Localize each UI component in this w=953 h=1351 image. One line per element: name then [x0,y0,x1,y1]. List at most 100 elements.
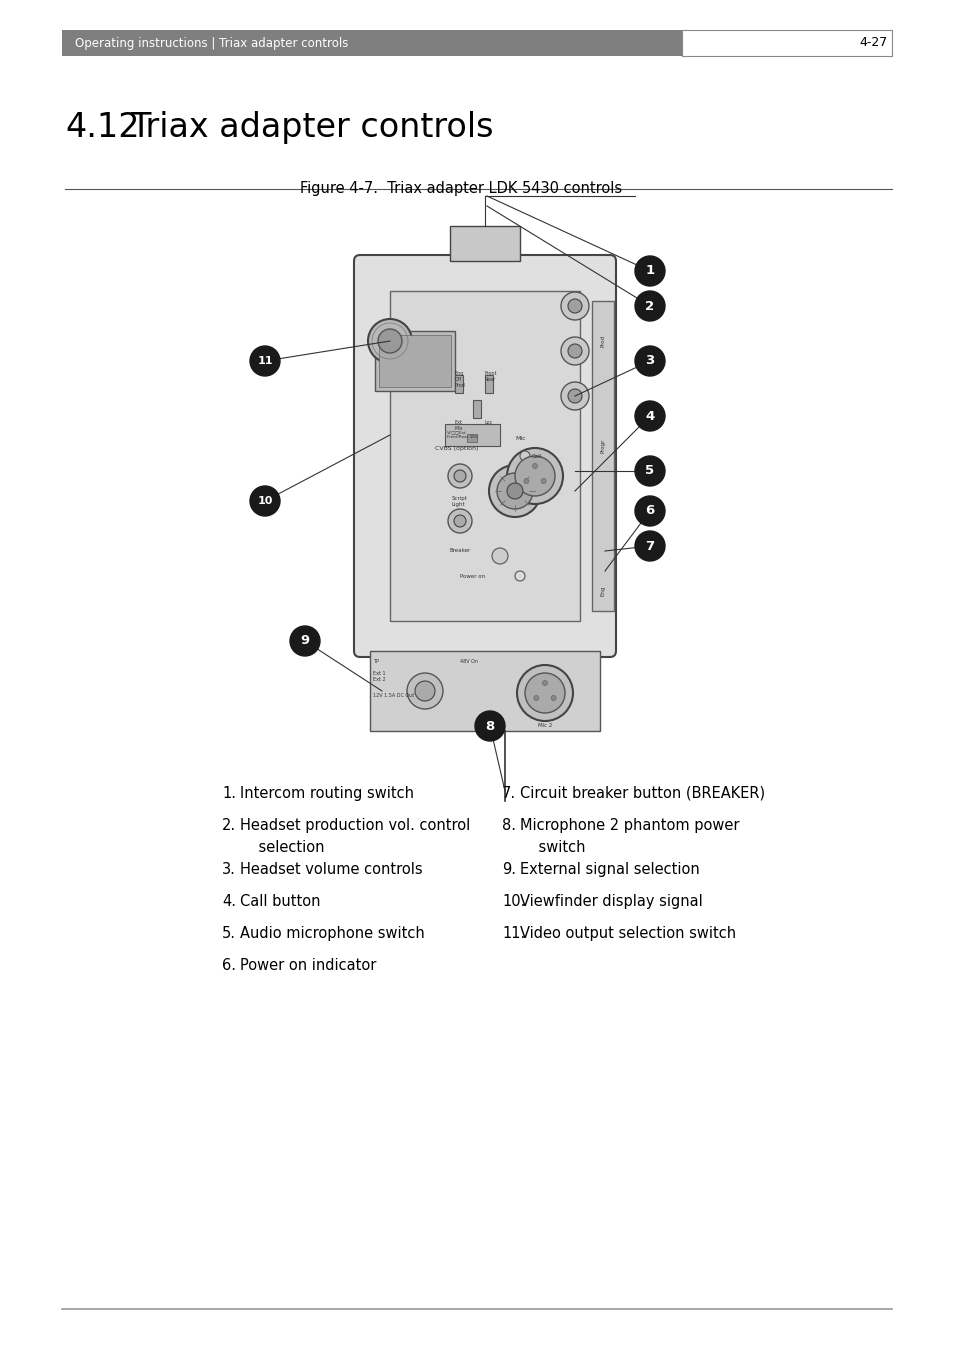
Text: 4-27: 4-27 [859,36,887,50]
Text: Loc: Loc [484,420,493,426]
Text: TP: TP [373,659,378,663]
Text: Headset production vol. control: Headset production vol. control [240,817,470,834]
Text: Eng
Off
Prod: Eng Off Prod [455,372,465,388]
Text: 4.: 4. [222,894,235,909]
Circle shape [519,451,530,461]
Text: 7: 7 [645,539,654,553]
Text: 3.: 3. [222,862,235,877]
Circle shape [250,486,280,516]
Text: 8: 8 [485,720,494,732]
Circle shape [515,457,555,496]
FancyBboxPatch shape [354,255,616,657]
Circle shape [534,696,538,701]
Text: Microphone 2 phantom power: Microphone 2 phantom power [519,817,739,834]
Text: 48V On: 48V On [459,659,477,663]
Text: Progr: Progr [599,439,605,453]
Circle shape [635,401,664,431]
Text: 6: 6 [644,504,654,517]
Text: 2.: 2. [222,817,236,834]
Text: Ext 1
Ext 2: Ext 1 Ext 2 [373,671,385,682]
Circle shape [448,509,472,534]
Circle shape [515,571,524,581]
Circle shape [475,711,504,740]
Bar [375,331,455,390]
Text: Circuit breaker button (BREAKER): Circuit breaker button (BREAKER) [519,786,764,801]
Circle shape [454,470,465,482]
Circle shape [635,255,664,286]
Text: selection: selection [240,840,324,855]
Text: Figure 4-7.  Triax adapter LDK 5430 controls: Figure 4-7. Triax adapter LDK 5430 contr… [299,181,621,196]
Bar [592,301,614,611]
Bar [455,376,462,393]
Text: 4.12: 4.12 [65,111,139,145]
Bar [370,651,599,731]
Circle shape [635,496,664,526]
Text: 10: 10 [257,496,273,507]
Text: CVBS (option): CVBS (option) [435,446,477,451]
Bar [467,434,476,442]
Circle shape [560,382,588,409]
Text: 12V 1.5A DC Out: 12V 1.5A DC Out [373,693,414,698]
Circle shape [448,463,472,488]
Text: 2: 2 [645,300,654,312]
Circle shape [551,696,556,701]
Circle shape [523,478,528,484]
Circle shape [407,673,442,709]
Text: Script
Light: Script Light [452,496,467,507]
Circle shape [567,345,581,358]
Text: Operating instructions | Triax adapter controls: Operating instructions | Triax adapter c… [75,36,348,50]
Circle shape [560,336,588,365]
Bar [378,335,451,386]
Circle shape [492,549,507,563]
Text: 5.: 5. [222,925,235,942]
Text: Intercom routing switch: Intercom routing switch [240,786,414,801]
Circle shape [635,531,664,561]
Circle shape [290,626,319,657]
Circle shape [567,389,581,403]
Text: Eng: Eng [599,586,605,596]
Circle shape [540,478,545,484]
Text: 7.: 7. [501,786,516,801]
Bar [484,376,493,393]
Text: Triax adapter controls: Triax adapter controls [130,111,493,145]
Text: 4: 4 [644,409,654,423]
Circle shape [560,292,588,320]
Text: 10.: 10. [501,894,525,909]
Circle shape [635,457,664,486]
Text: 9.: 9. [501,862,516,877]
Text: 3: 3 [644,354,654,367]
Circle shape [368,319,412,363]
Text: 8.: 8. [501,817,516,834]
Text: Front
Rear: Front Rear [484,372,497,382]
Text: 6.: 6. [222,958,235,973]
Text: Call: Call [532,454,541,458]
Text: Power on indicator: Power on indicator [240,958,376,973]
Text: Prod: Prod [599,335,605,347]
Text: Headset volume controls: Headset volume controls [240,862,422,877]
Circle shape [415,681,435,701]
Circle shape [567,299,581,313]
Circle shape [377,330,401,353]
Text: Viewfinder display signal: Viewfinder display signal [519,894,702,909]
Bar [444,424,499,446]
Text: 1.: 1. [222,786,235,801]
Bar [473,400,480,417]
Text: 9: 9 [300,635,309,647]
Circle shape [454,515,465,527]
Circle shape [497,473,533,509]
Circle shape [506,484,522,499]
Text: 11.: 11. [501,925,525,942]
Circle shape [635,346,664,376]
Text: Breaker: Breaker [450,547,471,553]
Circle shape [635,290,664,322]
Circle shape [517,665,573,721]
Text: VF□□Ext
Front/Rear 48V: VF□□Ext Front/Rear 48V [447,431,477,439]
Bar [62,30,681,55]
Text: switch: switch [519,840,585,855]
Bar [450,226,519,261]
Circle shape [542,681,547,685]
Circle shape [524,673,564,713]
Circle shape [250,346,280,376]
Text: Video output selection switch: Video output selection switch [519,925,736,942]
FancyBboxPatch shape [390,290,579,621]
